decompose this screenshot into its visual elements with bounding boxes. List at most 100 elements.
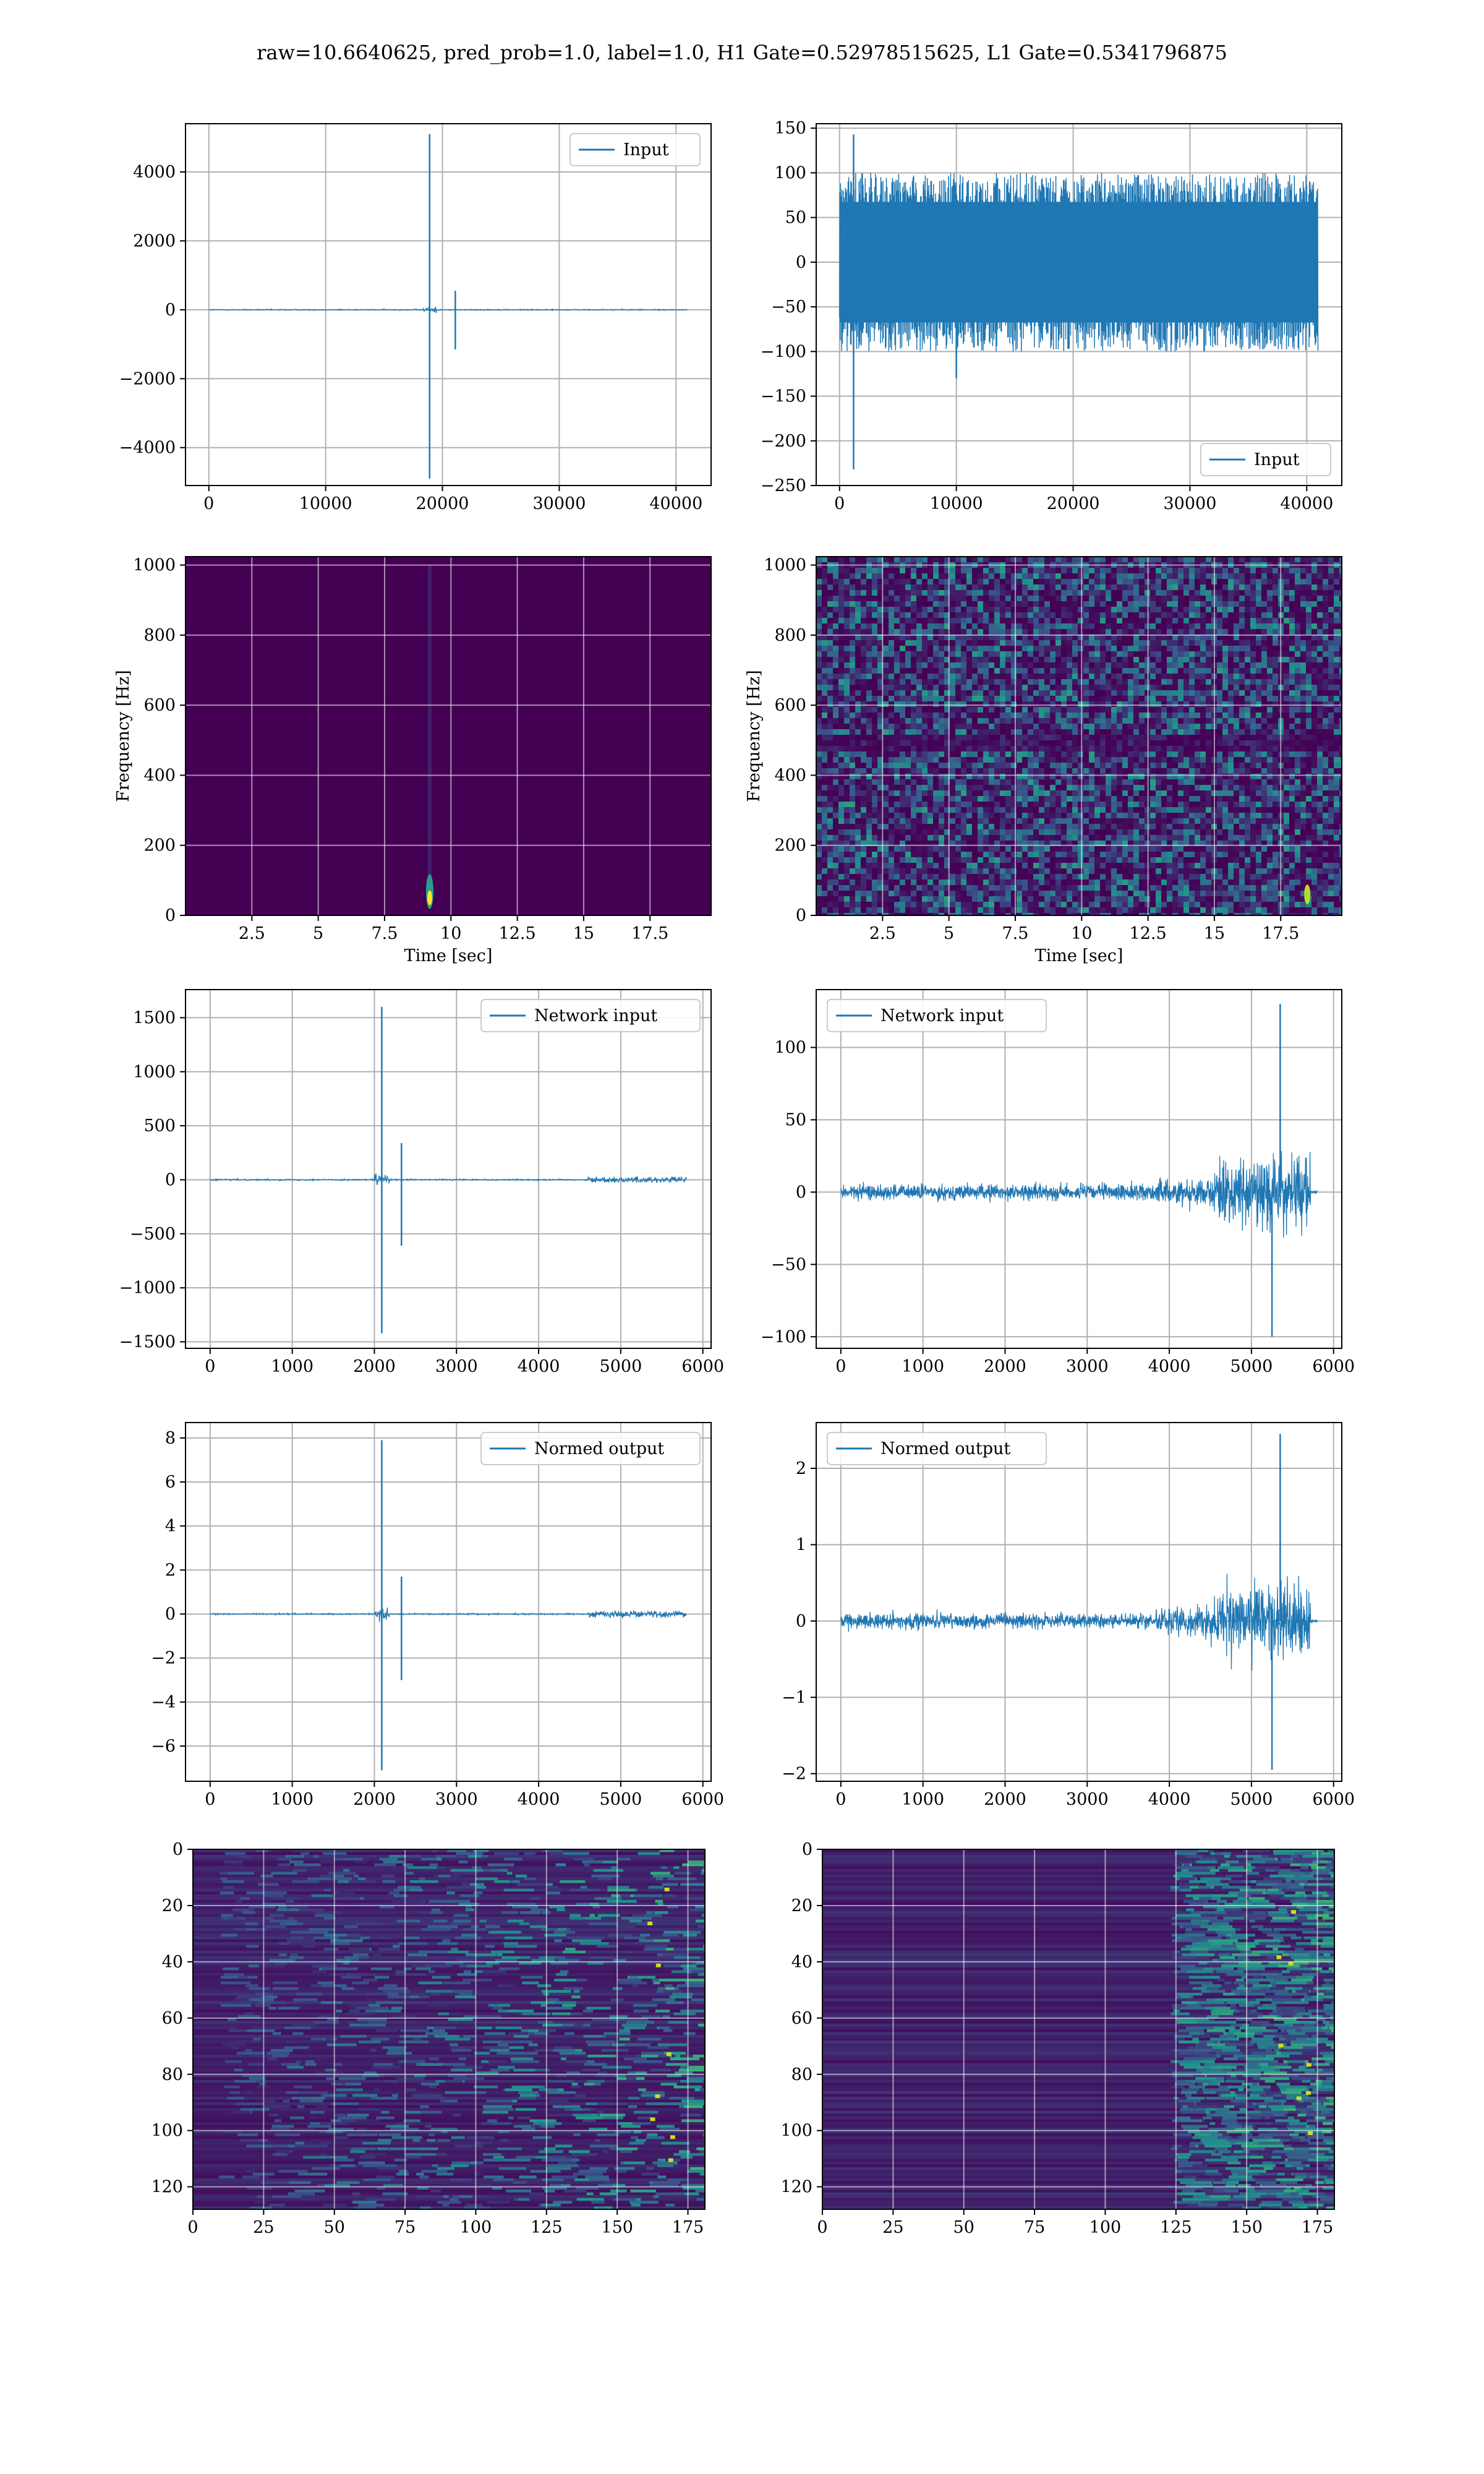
heatmap-cell (883, 880, 889, 885)
heatmap-cell (1044, 907, 1050, 913)
heatmap-cell (889, 724, 894, 729)
heatmap-cell (1078, 646, 1083, 651)
heatmap-cell (1133, 863, 1139, 868)
heatmap-cell (916, 601, 922, 607)
heatmap-cell (1156, 802, 1161, 807)
heatmap-cell (1017, 813, 1022, 818)
heatmap-cell (950, 623, 955, 629)
heatmap-cell (905, 902, 911, 907)
heatmap-cell (1222, 913, 1228, 915)
heatmap-cell (1061, 657, 1067, 662)
heatmap-cell (889, 685, 894, 690)
heatmap-cell (961, 623, 966, 629)
heatmap-cell (983, 746, 989, 751)
heatmap-cell (816, 601, 822, 607)
heatmap-cell (1200, 735, 1206, 740)
heatmap-cell (816, 662, 822, 668)
heatmap-cell (1072, 612, 1078, 618)
heatmap-cell (944, 640, 950, 646)
heatmap-cell (1228, 740, 1234, 746)
heatmap-cell (1033, 907, 1039, 913)
heatmap-cell (1122, 913, 1128, 915)
heatmap-cell (1094, 757, 1100, 763)
heatmap-cell (900, 601, 905, 607)
heatmap-cell (1117, 841, 1122, 846)
heatmap-cell (1172, 590, 1178, 596)
heatmap-cell (838, 668, 844, 674)
heatmap-cell (1072, 646, 1078, 651)
heatmap-cell (955, 662, 961, 668)
heatmap-cell (1161, 623, 1167, 629)
heatmap-cell (1039, 735, 1044, 740)
heatmap-cell (1195, 818, 1200, 824)
heatmap-cell (1044, 746, 1050, 751)
heatmap-cell (872, 846, 877, 852)
heatmap-cell (911, 701, 916, 707)
heatmap-cell (1172, 818, 1178, 824)
heatmap-cell (1145, 590, 1150, 596)
heatmap-cell (994, 557, 1000, 562)
heatmap-cell (1111, 735, 1117, 740)
heatmap-cell (922, 718, 927, 724)
heatmap-cell (866, 696, 872, 701)
heatmap-cell (1078, 796, 1083, 802)
heatmap-cell (1055, 657, 1061, 662)
heatmap-cell (1195, 573, 1200, 579)
heatmap-cell (1195, 740, 1200, 746)
heatmap-cell (1094, 629, 1100, 635)
heatmap-cell (1156, 607, 1161, 612)
heatmap-cell (1172, 852, 1178, 857)
heatmap-cell (1078, 690, 1083, 696)
heatmap-cell (1195, 863, 1200, 868)
heatmap-cell (1139, 885, 1145, 891)
heatmap-cell (844, 829, 850, 835)
heatmap-cell (1106, 713, 1111, 718)
heatmap-cell (1200, 629, 1206, 635)
heatmap-cell (1195, 729, 1200, 735)
heatmap-cell (1005, 807, 1011, 813)
heatmap-cell (1178, 635, 1183, 640)
heatmap-cell (911, 607, 916, 612)
heatmap-cell (1139, 779, 1145, 785)
heatmap-cell (833, 818, 838, 824)
heatmap-cell (866, 829, 872, 835)
heatmap-cell (983, 573, 989, 579)
heatmap-cell (1222, 696, 1228, 701)
heatmap-cell (883, 713, 889, 718)
heatmap-cell (833, 696, 838, 701)
heatmap-cell (1094, 707, 1100, 713)
heatmap-cell (1145, 802, 1150, 807)
heatmap-cell (877, 857, 883, 863)
heatmap-cell (816, 907, 822, 913)
heatmap-cell (955, 768, 961, 774)
heatmap-cell (950, 696, 955, 701)
heatmap-cell (872, 885, 877, 891)
heatmap-cell (838, 740, 844, 746)
heatmap-cell (1195, 568, 1200, 573)
heatmap-cell (1156, 746, 1161, 751)
heatmap-cell (1028, 584, 1033, 590)
heatmap-cell (1078, 635, 1083, 640)
heatmap-cell (1217, 573, 1222, 579)
heatmap-cell (911, 623, 916, 629)
heatmap-cell (1150, 729, 1156, 735)
heatmap-cell (944, 751, 950, 757)
heatmap-cell (1111, 568, 1117, 573)
heatmap-cell (861, 824, 866, 829)
heatmap-cell (1111, 852, 1117, 857)
heatmap-cell (855, 713, 861, 718)
heatmap-cell (822, 635, 827, 640)
heatmap-cell (966, 790, 972, 796)
heatmap-cell (1050, 857, 1055, 863)
heatmap-cell (983, 813, 989, 818)
heatmap-cell (1117, 757, 1122, 763)
heatmap-cell (933, 657, 939, 662)
heatmap-cell (1083, 646, 1089, 651)
heatmap-cell (1145, 885, 1150, 891)
heatmap-cell (872, 813, 877, 818)
heatmap-cell (850, 674, 855, 679)
heatmap-cell (1094, 584, 1100, 590)
heatmap-cell (966, 757, 972, 763)
heatmap-cell (1017, 735, 1022, 740)
heatmap-cell (889, 640, 894, 646)
